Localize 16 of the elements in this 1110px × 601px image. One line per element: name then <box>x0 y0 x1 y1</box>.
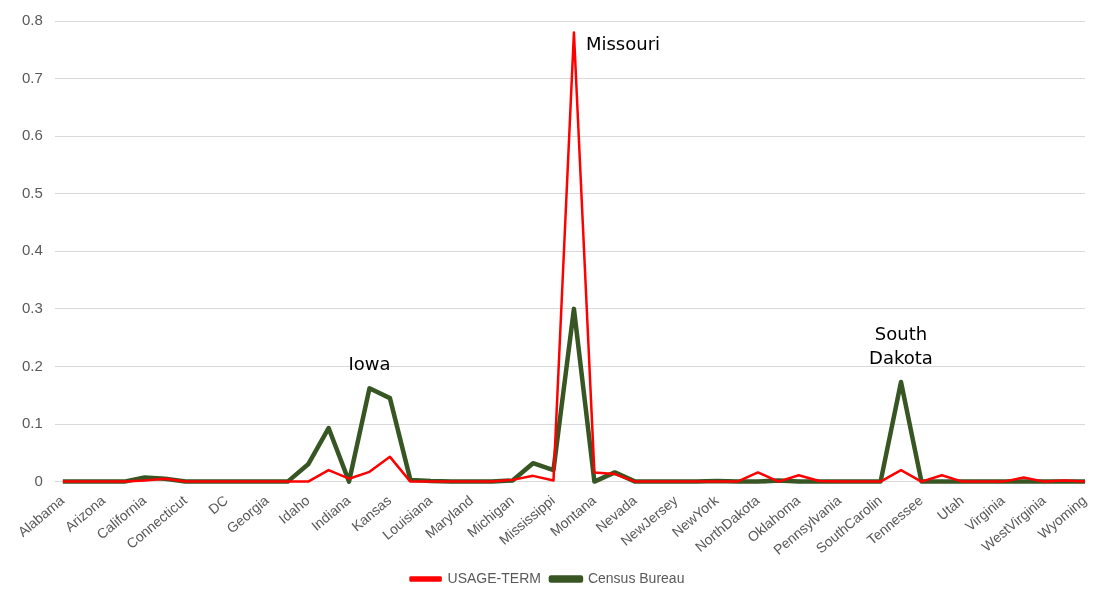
y-tick-label: 0.4 <box>21 241 43 259</box>
y-tick-label: 0 <box>34 471 43 489</box>
y-tick-label: 0.1 <box>21 414 43 432</box>
annotation: Missouri <box>585 33 661 55</box>
annotation: Iowa <box>348 353 391 374</box>
legend-label: USAGE-TERM <box>447 569 541 586</box>
y-tick-label: 0.6 <box>21 126 43 144</box>
annotation: South Dakota <box>869 322 933 368</box>
x-tick-label: DC <box>205 492 231 518</box>
x-tick-label: Utah <box>933 492 967 524</box>
y-tick-label: 0.3 <box>21 299 43 317</box>
y-tick-label: 0.2 <box>21 356 43 374</box>
y-tick-label: 0.7 <box>21 68 43 86</box>
y-tick-label: 0.8 <box>21 11 43 29</box>
y-tick-label: 0.5 <box>21 183 43 201</box>
legend-label: Census Bureau <box>587 569 685 586</box>
